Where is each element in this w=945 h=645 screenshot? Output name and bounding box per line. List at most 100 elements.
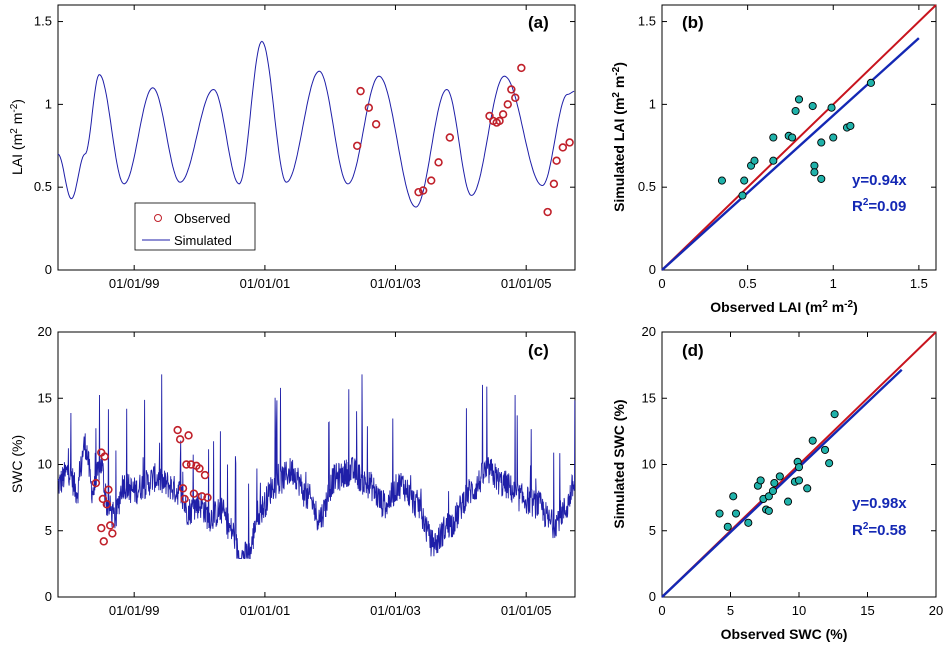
observed-point — [371, 120, 381, 129]
observed-point — [543, 207, 552, 217]
scatter-point — [827, 103, 836, 112]
observed-point — [418, 186, 428, 195]
observed-point — [197, 492, 207, 501]
panel-b-lai-scatter: 0 0.5 1 1.5 0 0.5 1 1.5 (b) y=0.94x R2=0.09 Obs… — [611, 4, 937, 315]
panel-d-r2: R2=0.58 — [852, 521, 906, 539]
observed-point — [97, 523, 106, 533]
panel-d-plot-area — [661, 331, 937, 598]
observed-point — [507, 85, 516, 94]
panel-d-y-label: Simulated SWC (%) — [611, 399, 627, 528]
y-tick-label: 5 — [649, 523, 656, 538]
panel-c-frame — [57, 331, 576, 598]
one-to-one-line — [661, 4, 937, 271]
scatter-point — [717, 176, 726, 185]
y-tick-label: 10 — [642, 457, 656, 472]
scatter-point — [723, 522, 732, 531]
scatter-point — [768, 486, 778, 496]
y-tick-label: 15 — [642, 390, 656, 405]
panel-a-letter: (a) — [528, 13, 549, 32]
y-tick-label: 0.5 — [638, 179, 656, 194]
observed-point — [104, 485, 113, 494]
observed-point — [186, 460, 196, 469]
regression-line — [661, 37, 920, 271]
y-tick-label: 15 — [38, 390, 52, 405]
observed-point — [184, 431, 193, 440]
scatter-point — [808, 101, 817, 111]
scatter-point — [731, 509, 741, 518]
observed-point — [178, 484, 188, 493]
scatter-point — [783, 497, 793, 506]
observed-point — [498, 110, 508, 119]
scatter-point — [791, 106, 800, 116]
y-tick-label: 1.5 — [34, 14, 52, 29]
observed-point — [352, 141, 362, 150]
panel-a-legend: Observed Simulated — [134, 202, 256, 251]
scatter-point — [794, 476, 804, 485]
observed-point — [200, 470, 210, 480]
observed-point — [565, 138, 574, 147]
x-tick-label: 1.5 — [910, 276, 928, 291]
y-tick-label: 0 — [649, 262, 656, 277]
observed-point — [552, 156, 561, 165]
scatter-point — [829, 133, 838, 142]
y-tick-label: 0 — [45, 589, 52, 604]
y-tick-label: 5 — [45, 523, 52, 538]
panel-b-ticks: 0 0.5 1 1.5 0 0.5 1 1.5 — [638, 5, 936, 291]
scatter-point — [794, 95, 804, 104]
scatter-point — [817, 174, 826, 183]
scatter-point — [738, 191, 747, 200]
x-tick-label: 15 — [860, 603, 874, 618]
simulated-series-line — [57, 374, 576, 560]
observed-point — [434, 158, 443, 167]
y-tick-label: 0.5 — [34, 179, 52, 194]
scatter-point — [830, 410, 839, 419]
scatter-point — [825, 459, 834, 468]
x-tick-label: 01/01/03 — [370, 603, 421, 618]
observed-point — [102, 500, 112, 509]
observed-point — [549, 179, 559, 189]
legend-simulated-label: Simulated — [174, 233, 232, 248]
scatter-point — [769, 133, 778, 142]
scatter-point — [808, 436, 817, 445]
observed-point — [189, 489, 199, 498]
observed-point — [99, 537, 108, 546]
observed-point — [203, 493, 212, 502]
y-tick-label: 10 — [38, 457, 52, 472]
observed-point — [182, 460, 191, 469]
x-tick-label: 0 — [658, 276, 665, 291]
scatter-point — [775, 472, 784, 481]
observed-point — [106, 521, 115, 530]
x-tick-label: 01/01/01 — [240, 276, 291, 291]
scatter-point — [715, 509, 724, 518]
scatter-point — [764, 506, 773, 515]
y-tick-label: 1 — [45, 96, 52, 111]
y-tick-label: 1 — [649, 96, 656, 111]
x-tick-label: 01/01/99 — [109, 603, 160, 618]
legend-box — [134, 202, 256, 251]
scatter-point — [770, 478, 779, 488]
scatter-point — [846, 121, 855, 130]
y-tick-label: 20 — [642, 324, 656, 339]
panel-a-ticks: 0 0.5 1 1.5 01/01/99 01/01/01 01/01/03 01/01/05 — [34, 5, 575, 291]
y-tick-label: 1.5 — [638, 14, 656, 29]
scatter-point — [820, 445, 830, 454]
scatter-point — [764, 492, 773, 501]
observed-point — [356, 86, 365, 96]
panel-b-letter: (b) — [682, 13, 704, 32]
x-tick-label: 0 — [658, 603, 665, 618]
panel-d-fit-equation: y=0.98x — [852, 495, 907, 512]
scatter-point — [817, 138, 826, 147]
scatter-point — [788, 133, 797, 142]
legend-observed-marker — [154, 214, 162, 222]
observed-point — [414, 187, 423, 197]
panel-b-r2: R2=0.09 — [852, 197, 906, 215]
observed-point — [173, 425, 182, 435]
x-tick-label: 01/01/99 — [109, 276, 160, 291]
scatter-point — [794, 463, 804, 472]
panel-c-y-label: SWC (%) — [9, 435, 25, 493]
panel-b-y-label: Simulated LAI (m2 m-2) — [611, 62, 627, 212]
y-tick-label: 20 — [38, 324, 52, 339]
panel-d-letter: (d) — [682, 341, 704, 360]
x-tick-label: 10 — [792, 603, 806, 618]
